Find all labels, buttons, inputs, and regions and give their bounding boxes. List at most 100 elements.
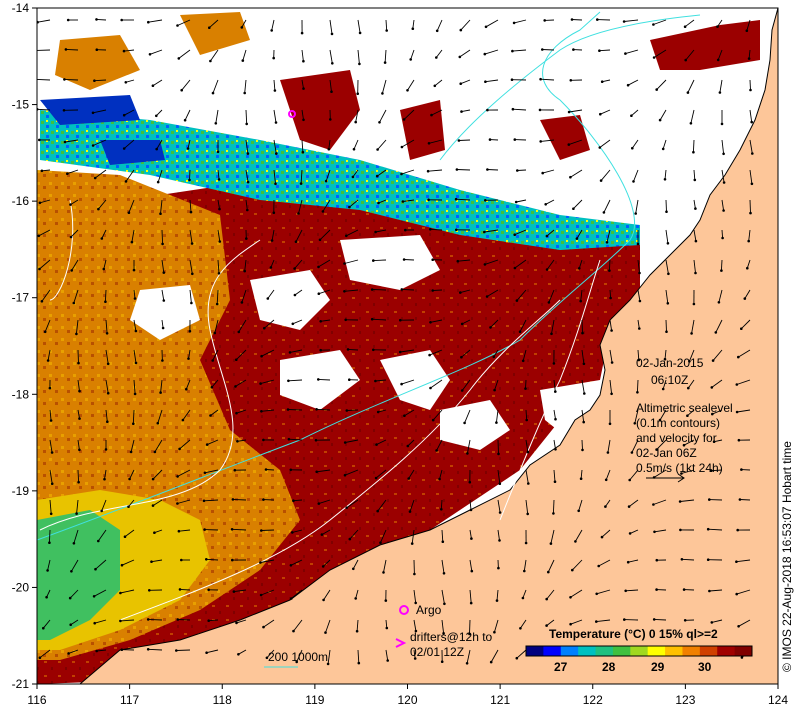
velocity-arrow xyxy=(629,469,639,481)
velocity-arrow xyxy=(404,259,415,261)
velocity-arrow xyxy=(152,499,163,506)
velocity-arrow xyxy=(77,409,80,419)
velocity-arrow xyxy=(401,288,415,291)
velocity-arrow xyxy=(376,169,387,177)
velocity-arrow-head xyxy=(550,332,553,336)
velocity-arrow-head xyxy=(710,469,713,473)
velocity-arrow xyxy=(714,439,723,443)
velocity-arrow xyxy=(177,499,191,504)
velocity-arrow xyxy=(441,619,445,634)
velocity-arrow xyxy=(77,469,80,483)
velocity-arrow-head xyxy=(262,625,265,629)
colorbar-swatch xyxy=(717,646,736,656)
velocity-arrow-head xyxy=(409,58,413,61)
velocity-arrow-head xyxy=(243,91,246,95)
velocity-arrow xyxy=(177,19,191,26)
velocity-arrow xyxy=(271,229,275,241)
velocity-arrow-head xyxy=(262,438,265,442)
velocity-arrow-head xyxy=(626,83,630,87)
velocity-arrow xyxy=(266,649,275,659)
velocity-arrow xyxy=(744,289,751,299)
velocity-arrow xyxy=(440,499,443,510)
velocity-arrow-head xyxy=(287,437,291,441)
velocity-arrow-head xyxy=(655,88,658,91)
colorbar-title: Temperature (°C) 0 15% ql>=2 xyxy=(549,627,718,641)
velocity-arrow-head xyxy=(406,444,410,448)
velocity-arrow-head xyxy=(293,267,296,270)
velocity-arrow xyxy=(456,198,471,201)
velocity-arrow xyxy=(709,589,723,592)
velocity-arrow-head xyxy=(512,21,516,25)
velocity-arrow xyxy=(525,409,528,421)
sst-patch xyxy=(400,100,445,160)
velocity-arrow xyxy=(49,409,52,421)
velocity-arrow-head xyxy=(582,420,585,424)
velocity-arrow-head xyxy=(539,140,542,143)
velocity-arrow-head xyxy=(379,541,382,544)
velocity-arrow xyxy=(581,319,583,334)
velocity-arrow xyxy=(37,108,51,111)
velocity-arrow xyxy=(517,169,527,171)
velocity-arrow-head xyxy=(348,205,351,209)
velocity-arrow xyxy=(599,139,611,148)
velocity-arrow-head xyxy=(93,79,96,82)
velocity-arrow-head xyxy=(129,450,133,454)
velocity-arrow-head xyxy=(721,236,724,240)
velocity-arrow-head xyxy=(153,531,156,534)
velocity-arrow xyxy=(245,169,249,183)
velocity-arrow-head xyxy=(463,421,466,425)
velocity-arrow-head xyxy=(572,207,575,210)
colorbar-swatch xyxy=(699,646,718,656)
velocity-arrow-head xyxy=(624,52,627,55)
velocity-arrow xyxy=(469,619,471,635)
velocity-arrow-head xyxy=(513,233,516,236)
velocity-arrow xyxy=(105,319,108,334)
velocity-arrow-head xyxy=(146,618,150,621)
velocity-arrow xyxy=(748,229,751,242)
velocity-arrow-head xyxy=(176,502,179,505)
velocity-arrow xyxy=(125,169,135,182)
velocity-arrow-head xyxy=(579,477,583,481)
velocity-arrow xyxy=(693,199,696,209)
velocity-arrow-head xyxy=(524,387,527,390)
velocity-arrow-head xyxy=(749,211,752,215)
velocity-arrow xyxy=(605,469,611,480)
velocity-arrow xyxy=(401,169,415,175)
velocity-arrow xyxy=(484,229,499,233)
velocity-arrow xyxy=(301,139,304,153)
velocity-arrow xyxy=(460,289,471,294)
velocity-arrow xyxy=(718,289,723,303)
velocity-arrow-head xyxy=(119,619,122,623)
velocity-arrow xyxy=(693,259,696,274)
colorbar-tick-label: 28 xyxy=(602,660,616,674)
velocity-arrow xyxy=(571,559,583,571)
velocity-arrow-head xyxy=(431,289,435,292)
velocity-arrow xyxy=(461,379,471,391)
velocity-arrow-head xyxy=(156,180,160,184)
velocity-arrow-head xyxy=(246,208,249,212)
velocity-arrow-head xyxy=(554,417,557,421)
velocity-arrow-head xyxy=(241,59,245,62)
velocity-arrow-head xyxy=(738,498,742,501)
velocity-arrow-head xyxy=(516,169,519,172)
velocity-arrow xyxy=(318,499,331,505)
velocity-arrow xyxy=(293,619,303,632)
velocity-arrow xyxy=(545,199,555,205)
velocity-arrow-head xyxy=(610,329,613,332)
velocity-arrow xyxy=(680,499,695,502)
velocity-arrow-head xyxy=(294,240,298,243)
velocity-arrow xyxy=(68,649,79,654)
velocity-arrow-head xyxy=(291,531,294,534)
velocity-arrow xyxy=(628,499,639,507)
velocity-arrow xyxy=(513,19,527,24)
velocity-arrow xyxy=(179,439,191,450)
velocity-arrow-head xyxy=(554,448,557,451)
velocity-arrow-head xyxy=(692,150,695,154)
velocity-arrow xyxy=(430,379,443,389)
velocity-arrow-head xyxy=(663,178,667,181)
velocity-arrow-head xyxy=(750,182,754,186)
velocity-arrow-head xyxy=(132,268,136,272)
sst-cyan-strip xyxy=(40,110,640,250)
velocity-arrow xyxy=(525,439,529,453)
velocity-arrow-head xyxy=(207,588,210,592)
